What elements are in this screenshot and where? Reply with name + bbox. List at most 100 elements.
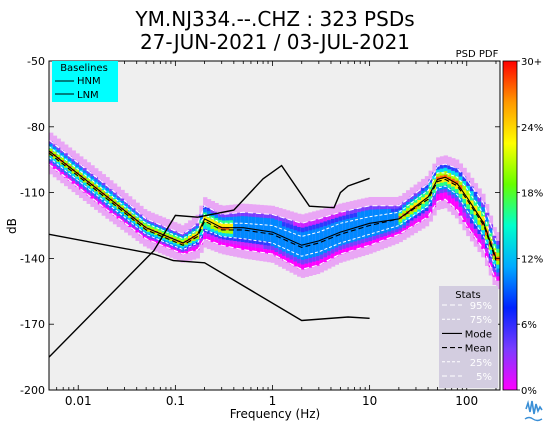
density-cell — [469, 228, 475, 234]
density-cell — [451, 186, 456, 191]
density-cell — [308, 253, 313, 259]
density-cell — [188, 247, 193, 251]
density-cell — [338, 249, 343, 255]
density-cell — [109, 191, 114, 195]
density-cell — [357, 212, 362, 217]
density-cell — [139, 216, 144, 220]
density-cell — [248, 243, 253, 248]
density-cell — [109, 210, 114, 214]
density-cell — [173, 234, 178, 238]
density-cell — [274, 243, 279, 249]
density-cell — [312, 243, 317, 249]
density-cell — [49, 155, 54, 159]
density-cell — [67, 163, 73, 167]
density-cell — [86, 178, 91, 182]
density-cell — [274, 223, 279, 229]
density-cell — [466, 213, 471, 219]
density-cell — [248, 220, 253, 225]
density-cell — [244, 246, 249, 251]
density-cell — [454, 197, 460, 202]
density-cell — [206, 237, 212, 241]
density-cell — [206, 220, 212, 225]
density-cell — [109, 203, 114, 207]
density-cell — [289, 237, 294, 243]
density-cell — [214, 218, 219, 222]
density-cell — [323, 216, 328, 222]
density-cell — [436, 169, 441, 174]
density-cell — [244, 238, 249, 243]
density-cell — [218, 222, 223, 227]
density-cell — [297, 236, 302, 242]
density-cell — [300, 236, 306, 242]
density-cell — [259, 244, 264, 249]
density-cell — [248, 227, 253, 233]
density-cell — [342, 244, 347, 250]
density-cell — [206, 211, 212, 215]
density-cell — [436, 194, 441, 199]
density-cell — [173, 232, 178, 236]
density-cell — [458, 189, 464, 195]
density-cell — [259, 225, 264, 230]
density-cell — [496, 264, 500, 269]
density-cell — [135, 217, 140, 221]
density-cell — [165, 245, 170, 248]
density-cell — [458, 193, 464, 199]
density-cell — [225, 213, 230, 218]
density-cell — [278, 253, 283, 259]
density-cell — [236, 212, 242, 217]
density-cell — [484, 252, 490, 258]
density-cell — [469, 200, 475, 206]
density-cell — [293, 230, 298, 236]
density-cell — [451, 170, 456, 176]
density-cell — [481, 239, 486, 245]
density-cell — [402, 204, 407, 209]
density-cell — [484, 217, 490, 223]
colorbar-tick-label: 12% — [521, 254, 543, 265]
density-cell — [282, 247, 287, 252]
density-cell — [451, 178, 456, 184]
density-cell — [169, 229, 174, 232]
density-cell — [225, 223, 230, 228]
density-cell — [387, 231, 392, 236]
hnm-legend-label: HNM — [77, 76, 101, 87]
density-cell — [428, 209, 433, 214]
density-cell — [338, 233, 343, 238]
density-cell — [428, 196, 433, 200]
stats-legend-label: 25% — [470, 358, 492, 369]
density-cell — [360, 215, 366, 220]
density-cell — [176, 236, 182, 239]
density-cell — [334, 230, 339, 236]
density-cell — [263, 221, 268, 227]
density-cell — [312, 229, 317, 235]
density-cell — [473, 214, 479, 220]
density-cell — [240, 219, 246, 224]
density-cell — [409, 202, 415, 206]
density-cell — [481, 207, 486, 213]
density-cell — [312, 238, 317, 244]
density-cell — [116, 200, 122, 203]
density-cell — [176, 238, 182, 241]
density-cell — [60, 150, 65, 154]
density-cell — [315, 246, 321, 252]
density-cell — [229, 230, 234, 235]
density-cell — [383, 232, 388, 237]
density-cell — [206, 207, 212, 212]
density-cell — [421, 203, 426, 208]
density-cell — [180, 247, 185, 251]
density-cell — [413, 218, 418, 222]
density-cell — [101, 190, 106, 193]
density-cell — [259, 217, 264, 222]
density-cell — [447, 180, 452, 185]
stats-curves — [49, 139, 497, 281]
density-cell — [330, 214, 336, 220]
density-cell — [285, 240, 291, 246]
density-cell — [229, 233, 234, 238]
density-cell — [124, 215, 129, 218]
density-cell — [477, 234, 482, 240]
density-cell — [165, 231, 170, 235]
density-cell — [210, 216, 215, 220]
density-cell — [477, 229, 482, 235]
density-cell — [394, 220, 400, 224]
density-cell — [176, 244, 182, 247]
density-cell — [278, 220, 283, 226]
